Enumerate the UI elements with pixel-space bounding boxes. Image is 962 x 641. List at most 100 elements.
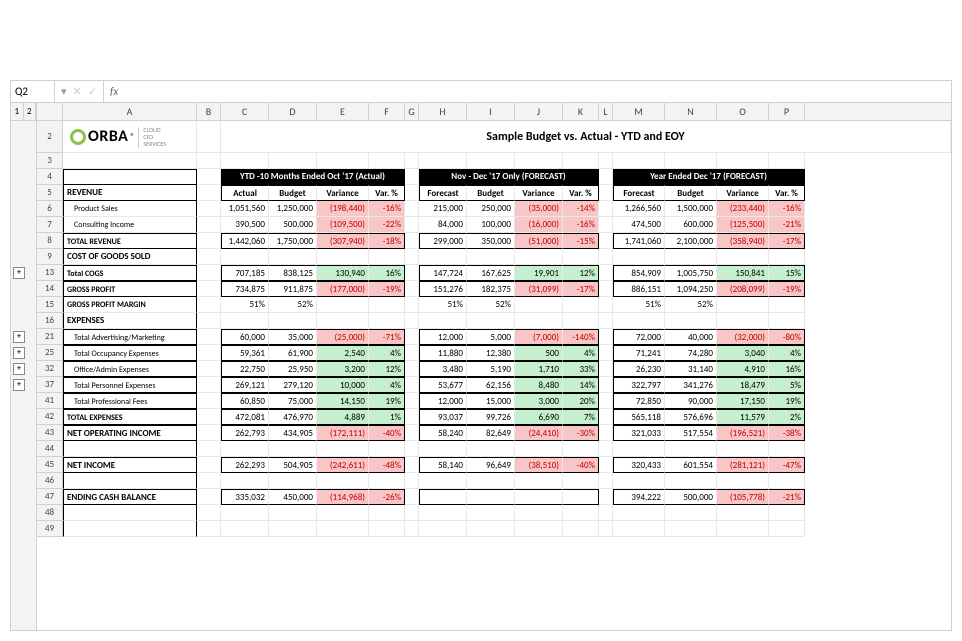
cell[interactable] <box>269 313 317 329</box>
cell[interactable]: 1,266,560 <box>613 201 665 217</box>
cell[interactable] <box>405 153 419 169</box>
name-box-dropdown-icon[interactable]: ▾ <box>61 85 67 98</box>
cell[interactable] <box>613 441 665 457</box>
cell[interactable] <box>563 473 599 489</box>
cell[interactable]: REVENUE <box>63 185 197 201</box>
cell[interactable] <box>515 521 563 537</box>
cell[interactable]: GROSS PROFIT <box>63 281 197 297</box>
cell[interactable]: 11,880 <box>419 345 467 361</box>
cell[interactable]: Total COGS <box>63 265 197 281</box>
cell[interactable] <box>405 361 419 377</box>
cell[interactable]: Variance <box>717 185 769 201</box>
cell[interactable]: (125,500) <box>717 217 769 233</box>
cell[interactable] <box>613 249 665 265</box>
cell[interactable] <box>467 489 515 505</box>
cell[interactable]: -40% <box>563 457 599 473</box>
cell[interactable]: -21% <box>769 489 805 505</box>
column-header-E[interactable]: E <box>317 103 369 120</box>
cell[interactable]: -22% <box>369 217 405 233</box>
cell[interactable]: 12% <box>369 361 405 377</box>
cell[interactable] <box>197 361 221 377</box>
cell[interactable] <box>599 297 613 313</box>
column-header-G[interactable]: G <box>405 103 419 120</box>
cell[interactable] <box>221 505 269 521</box>
cell[interactable]: 500,000 <box>269 217 317 233</box>
outline-expand-button[interactable]: + <box>13 363 25 375</box>
cell[interactable]: (32,000) <box>717 329 769 345</box>
cell[interactable] <box>317 153 369 169</box>
column-header-L[interactable]: L <box>599 103 613 120</box>
cell[interactable] <box>221 153 269 169</box>
cell[interactable]: TOTAL REVENUE <box>63 233 197 249</box>
cell[interactable]: 601,554 <box>665 457 717 473</box>
outline-level-2[interactable]: 2 <box>24 103 37 121</box>
cell[interactable]: 10,000 <box>317 377 369 393</box>
cell[interactable]: 1,710 <box>515 361 563 377</box>
cell[interactable]: 299,000 <box>419 233 467 249</box>
cell[interactable]: 279,120 <box>269 377 317 393</box>
row-number[interactable]: 16 <box>37 313 63 329</box>
row-number[interactable]: 14 <box>37 281 63 297</box>
cell[interactable]: -80% <box>769 329 805 345</box>
cell[interactable] <box>467 249 515 265</box>
cell[interactable]: 62,156 <box>467 377 515 393</box>
cell[interactable] <box>665 249 717 265</box>
cell[interactable] <box>405 185 419 201</box>
cell[interactable]: 269,121 <box>221 377 269 393</box>
cell[interactable]: -48% <box>369 457 405 473</box>
cell[interactable] <box>717 473 769 489</box>
cell[interactable] <box>563 153 599 169</box>
cell[interactable]: (281,121) <box>717 457 769 473</box>
cell[interactable]: 4% <box>563 345 599 361</box>
column-header-F[interactable]: F <box>369 103 405 120</box>
outline-level-1[interactable]: 1 <box>11 103 24 121</box>
cell[interactable]: 350,000 <box>467 233 515 249</box>
cell[interactable]: 15,000 <box>467 393 515 409</box>
cell[interactable]: 4% <box>369 345 405 361</box>
cell[interactable]: 19% <box>769 393 805 409</box>
cell[interactable]: Budget <box>269 185 317 201</box>
cell[interactable]: 734,875 <box>221 281 269 297</box>
cell[interactable] <box>599 409 613 425</box>
cell[interactable]: -38% <box>769 425 805 441</box>
cell[interactable]: (35,000) <box>515 201 563 217</box>
cell[interactable]: 100,000 <box>467 217 515 233</box>
cell[interactable]: 8,480 <box>515 377 563 393</box>
cell[interactable] <box>563 313 599 329</box>
row-number[interactable]: 7 <box>37 217 63 233</box>
cell[interactable]: NET OPERATING INCOME <box>63 425 197 441</box>
cell[interactable]: 4,889 <box>317 409 369 425</box>
cell[interactable] <box>467 473 515 489</box>
cell[interactable] <box>405 329 419 345</box>
cell[interactable]: 500 <box>515 345 563 361</box>
cell[interactable] <box>197 441 221 457</box>
cell[interactable]: 18,479 <box>717 377 769 393</box>
cell[interactable] <box>63 473 197 489</box>
row-number[interactable]: 46 <box>37 473 63 489</box>
cell[interactable] <box>197 153 221 169</box>
cell[interactable]: ENDING CASH BALANCE <box>63 489 197 505</box>
cell[interactable] <box>197 297 221 313</box>
outline-expand-button[interactable]: + <box>13 379 25 391</box>
row-number[interactable]: 44 <box>37 441 63 457</box>
cell[interactable]: (7,000) <box>515 329 563 345</box>
cell[interactable]: -16% <box>563 217 599 233</box>
cell[interactable]: Consulting Income <box>63 217 197 233</box>
cell[interactable] <box>613 153 665 169</box>
cell[interactable]: 58,240 <box>419 425 467 441</box>
cell[interactable] <box>665 521 717 537</box>
cell[interactable] <box>405 505 419 521</box>
cell[interactable]: 320,433 <box>613 457 665 473</box>
cell[interactable]: 517,554 <box>665 425 717 441</box>
column-header-K[interactable]: K <box>563 103 599 120</box>
cell[interactable] <box>769 153 805 169</box>
cell[interactable]: -140% <box>563 329 599 345</box>
cell[interactable]: 262,293 <box>221 457 269 473</box>
cell[interactable]: 262,793 <box>221 425 269 441</box>
cell[interactable] <box>769 441 805 457</box>
cell[interactable]: 96,649 <box>467 457 515 473</box>
cell[interactable]: (114,968) <box>317 489 369 505</box>
cell[interactable]: EXPENSES <box>63 313 197 329</box>
cell[interactable]: 52% <box>665 297 717 313</box>
cell[interactable] <box>269 521 317 537</box>
